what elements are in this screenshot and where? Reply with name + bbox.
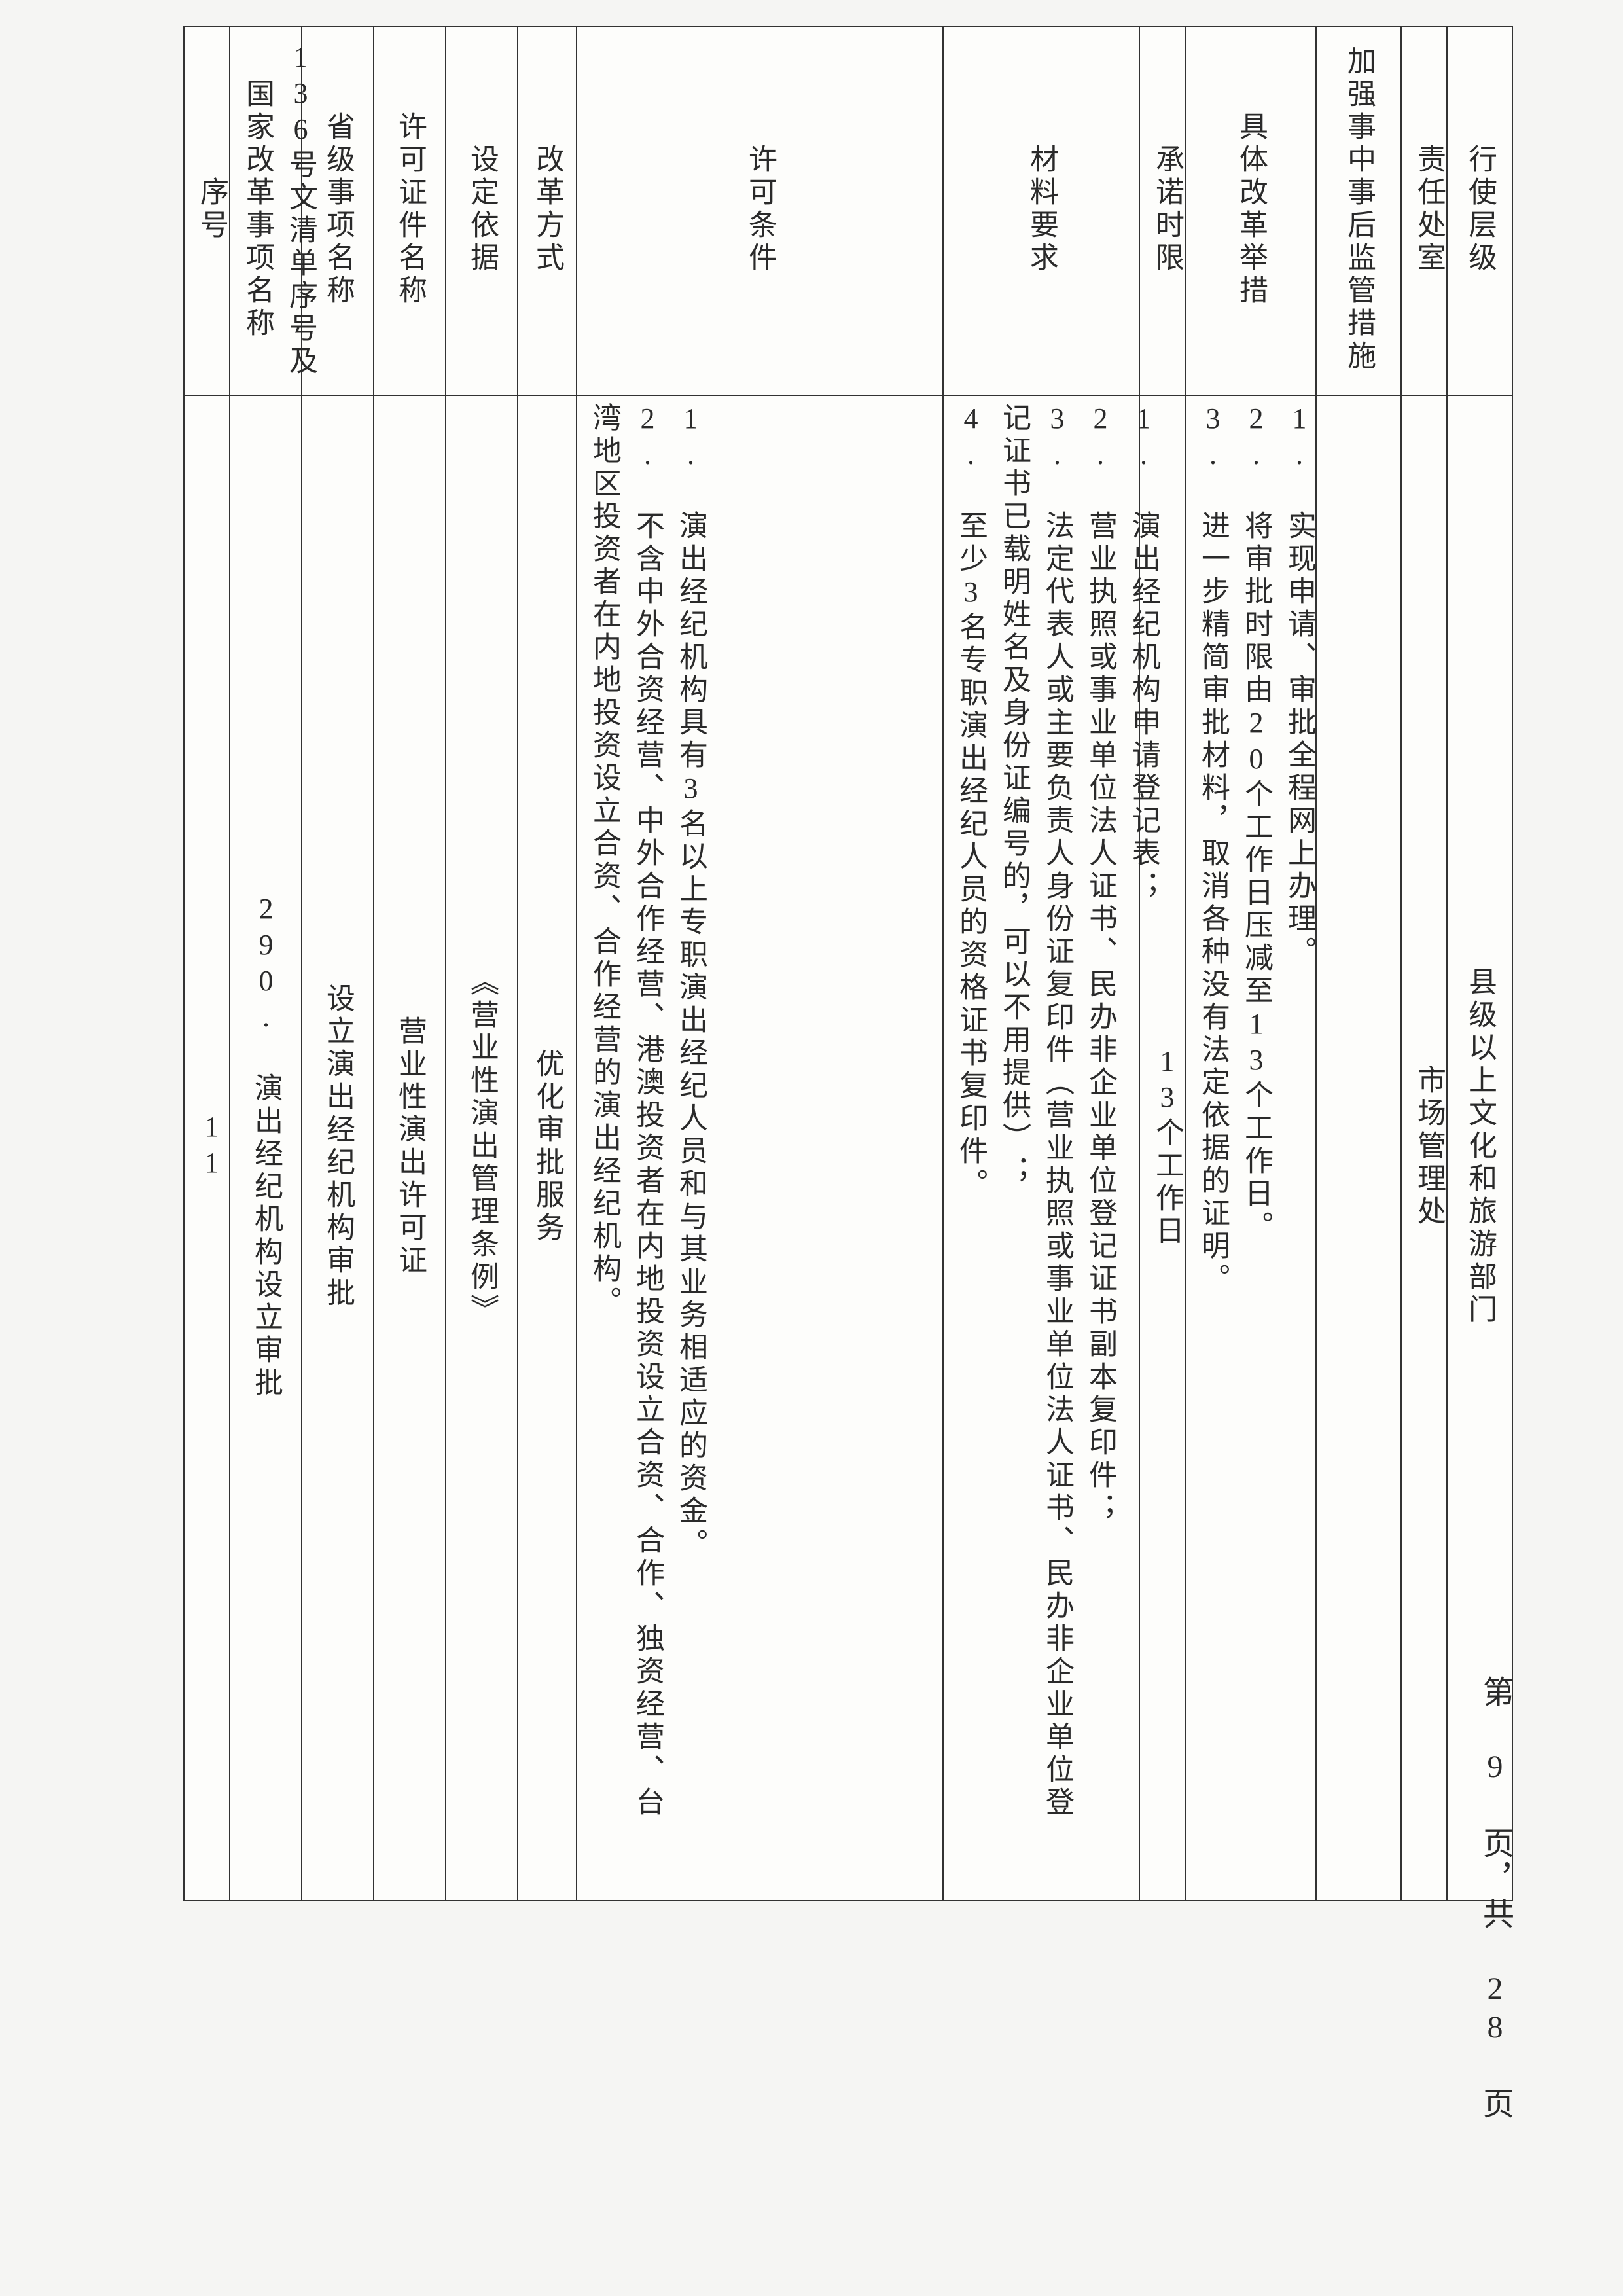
cell-seq: 11 xyxy=(184,395,230,1901)
approval-table: 序号 136号文清单序号及国家改革事项名称 省级事项名称 许可证件名称 设定依据… xyxy=(183,26,1513,1901)
col-header-basis: 设定依据 xyxy=(446,27,518,395)
col-header-reform-type: 改革方式 xyxy=(518,27,577,395)
cell-basis: 《营业性演出管理条例》 xyxy=(446,395,518,1901)
cell-supervision xyxy=(1316,395,1401,1901)
table-header-row: 序号 136号文清单序号及国家改革事项名称 省级事项名称 许可证件名称 设定依据… xyxy=(184,27,1512,395)
col-header-conditions: 许可条件 xyxy=(577,27,943,395)
document-page: 序号 136号文清单序号及国家改革事项名称 省级事项名称 许可证件名称 设定依据… xyxy=(0,0,1623,2296)
col-header-seq: 序号 xyxy=(184,27,230,395)
cell-prov-item: 设立演出经纪机构审批 xyxy=(302,395,374,1901)
cell-license: 营业性演出许可证 xyxy=(374,395,446,1901)
cell-conditions: 1. 演出经纪机构具有3名以上专职演出经纪人员和与其业务相适应的资金。 2. 不… xyxy=(577,395,943,1901)
col-header-supervision: 加强事中事后监管措施 xyxy=(1316,27,1401,395)
col-header-doc-item: 136号文清单序号及国家改革事项名称 xyxy=(230,27,302,395)
page-number-label: 第 9 页，共 28 页 xyxy=(1471,1676,1518,2123)
page-footer: 第 9 页，共 28 页 xyxy=(1471,1676,1518,2126)
col-header-office: 责任处室 xyxy=(1401,27,1447,395)
cell-materials: 1. 演出经纪机构申请登记表； 2. 营业执照或事业单位法人证书、民办非企业单位… xyxy=(943,395,1139,1901)
table-row: 11 290. 演出经纪机构设立审批 设立演出经纪机构审批 营业性演出许可证 《… xyxy=(184,395,1512,1901)
cell-reform-type: 优化审批服务 xyxy=(518,395,577,1901)
cell-level: 县级以上文化和旅游部门 xyxy=(1447,395,1512,1901)
col-header-materials: 材料要求 xyxy=(943,27,1139,395)
col-header-deadline: 承诺时限 xyxy=(1139,27,1185,395)
cell-doc-item: 290. 演出经纪机构设立审批 xyxy=(230,395,302,1901)
cell-measures: 1. 实现申请、审批全程网上办理。 2. 将审批时限由20个工作日压减至13个工… xyxy=(1185,395,1316,1901)
col-header-level: 行使层级 xyxy=(1447,27,1512,395)
col-header-license: 许可证件名称 xyxy=(374,27,446,395)
cell-office: 市场管理处 xyxy=(1401,395,1447,1901)
col-header-measures: 具体改革举措 xyxy=(1185,27,1316,395)
